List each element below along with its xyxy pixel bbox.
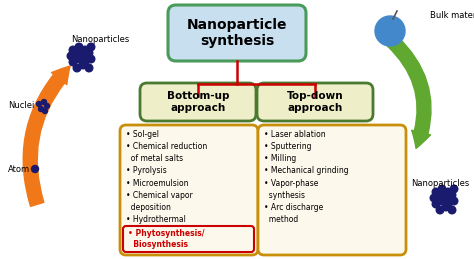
- Circle shape: [75, 55, 83, 63]
- Circle shape: [69, 58, 77, 66]
- Circle shape: [442, 194, 450, 202]
- Circle shape: [67, 52, 75, 60]
- FancyBboxPatch shape: [168, 5, 306, 61]
- Circle shape: [438, 197, 446, 205]
- Circle shape: [444, 188, 452, 196]
- Circle shape: [85, 49, 93, 57]
- Text: Top-down
approach: Top-down approach: [287, 91, 343, 113]
- Circle shape: [442, 203, 450, 211]
- Text: • Phytosynthesis/
  Biosynthesis: • Phytosynthesis/ Biosynthesis: [128, 229, 204, 249]
- Circle shape: [79, 61, 87, 69]
- Circle shape: [38, 106, 44, 112]
- Text: Bulk material: Bulk material: [430, 11, 474, 19]
- Circle shape: [69, 46, 77, 54]
- Circle shape: [43, 109, 47, 113]
- Circle shape: [444, 200, 452, 208]
- FancyBboxPatch shape: [257, 83, 373, 121]
- Circle shape: [430, 194, 438, 202]
- Circle shape: [87, 55, 95, 63]
- FancyBboxPatch shape: [258, 125, 406, 255]
- Circle shape: [85, 64, 93, 72]
- Circle shape: [432, 188, 440, 196]
- Circle shape: [73, 49, 81, 57]
- Circle shape: [438, 185, 446, 193]
- Circle shape: [79, 52, 87, 60]
- FancyBboxPatch shape: [120, 125, 258, 255]
- FancyBboxPatch shape: [123, 226, 254, 252]
- Circle shape: [448, 206, 456, 214]
- FancyArrowPatch shape: [23, 66, 70, 206]
- Circle shape: [81, 46, 89, 54]
- Text: Nuclei: Nuclei: [8, 102, 35, 111]
- FancyArrowPatch shape: [387, 36, 431, 148]
- Circle shape: [81, 58, 89, 66]
- Text: Nanoparticles: Nanoparticles: [411, 179, 469, 188]
- Circle shape: [87, 43, 95, 51]
- Text: • Laser ablation
• Sputtering
• Milling
• Mechanical grinding
• Vapor-phase
  sy: • Laser ablation • Sputtering • Milling …: [264, 130, 348, 224]
- FancyBboxPatch shape: [140, 83, 256, 121]
- Circle shape: [450, 185, 458, 193]
- Circle shape: [73, 64, 81, 72]
- Text: Atom: Atom: [8, 164, 30, 174]
- Circle shape: [31, 166, 38, 172]
- Circle shape: [436, 191, 444, 199]
- Circle shape: [45, 104, 49, 109]
- Circle shape: [436, 206, 444, 214]
- Circle shape: [75, 43, 83, 51]
- Circle shape: [375, 16, 405, 46]
- Circle shape: [42, 99, 46, 104]
- Text: Nanoparticle
synthesis: Nanoparticle synthesis: [187, 18, 287, 48]
- Circle shape: [448, 191, 456, 199]
- Text: • Sol-gel
• Chemical reduction
  of metal salts
• Pyrolysis
• Microemulsion
• Ch: • Sol-gel • Chemical reduction of metal …: [126, 130, 207, 224]
- Circle shape: [432, 200, 440, 208]
- Circle shape: [36, 102, 42, 106]
- Text: Bottom-up
approach: Bottom-up approach: [167, 91, 229, 113]
- Text: Nanoparticles: Nanoparticles: [71, 35, 129, 44]
- Circle shape: [450, 197, 458, 205]
